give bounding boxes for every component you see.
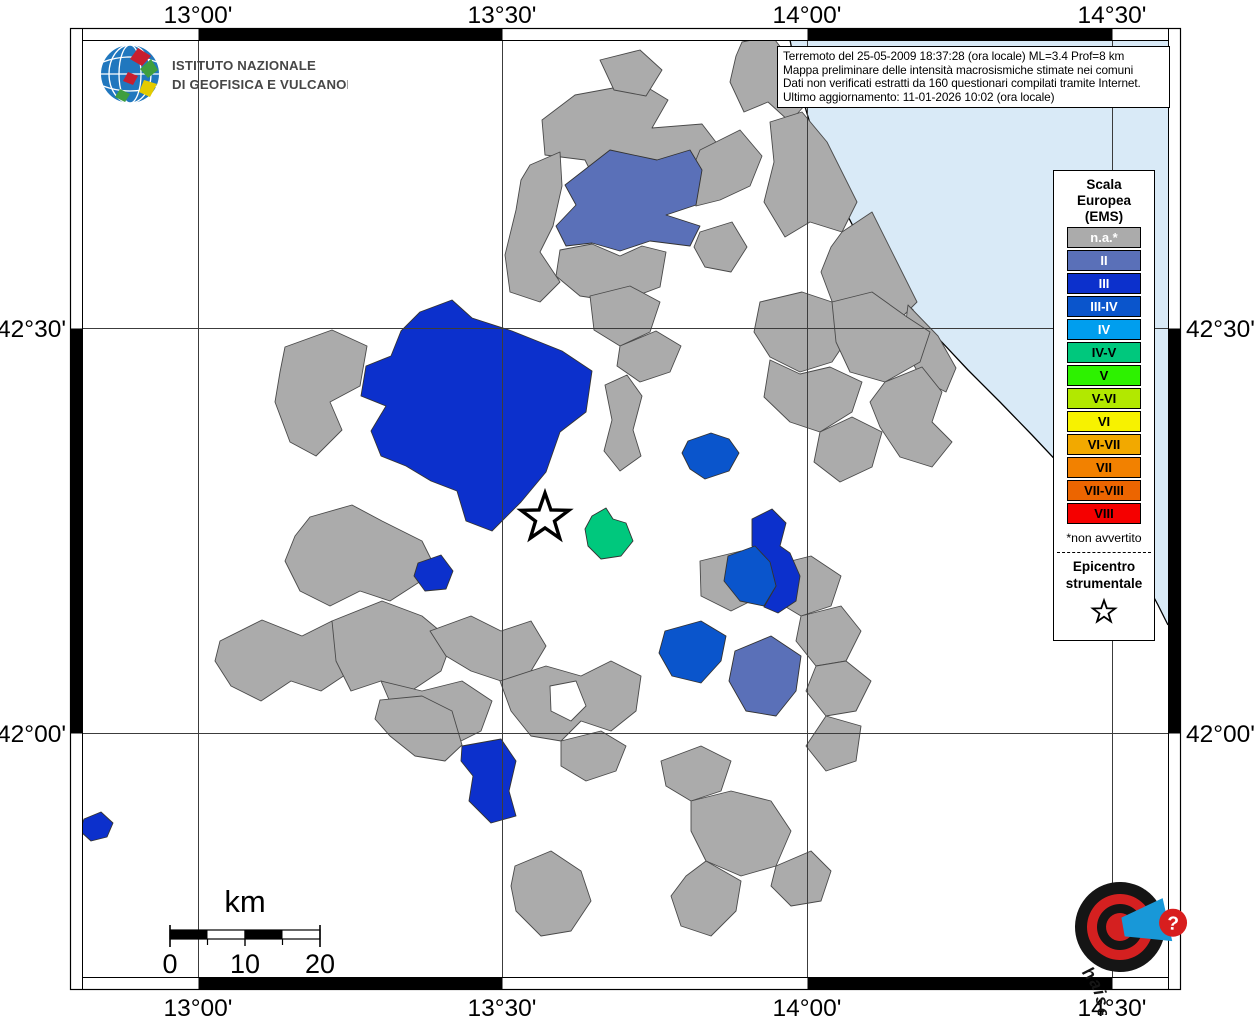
municipality-polygon bbox=[510, 850, 592, 937]
ingv-logo: ISTITUTO NAZIONALE DI GEOFISICA E VULCAN… bbox=[101, 44, 348, 104]
municipality-intensity-II bbox=[728, 635, 802, 717]
municipality-polygon bbox=[499, 660, 642, 742]
municipality-polygon bbox=[331, 600, 453, 692]
municipality-polygon bbox=[831, 291, 931, 383]
epicenter-star bbox=[516, 487, 574, 543]
municipality-polygon bbox=[805, 660, 872, 717]
municipality-intensity-III bbox=[360, 299, 593, 532]
axis-label-lon: 13°00' bbox=[164, 995, 233, 1022]
axis-label-lat: 42°30' bbox=[0, 316, 66, 343]
legend-swatch-VIII: VIII bbox=[1067, 503, 1141, 524]
municipality-intensity-III-IV bbox=[681, 432, 740, 480]
municipality-polygon bbox=[770, 850, 832, 907]
axis-label-lat: 42°00' bbox=[0, 721, 66, 748]
axis-label-lon: 13°30' bbox=[468, 995, 537, 1022]
info-line-map-type: Mappa preliminare delle intensità macros… bbox=[783, 62, 1134, 77]
legend-swatch-VI-VII: VI-VII bbox=[1067, 434, 1141, 455]
axis-label-lon: 14°30' bbox=[1078, 2, 1147, 29]
legend-swatch-IV: IV bbox=[1067, 319, 1141, 340]
legend-swatch-VI: VI bbox=[1067, 411, 1141, 432]
legend-divider bbox=[1057, 552, 1151, 553]
legend-swatch-na: n.a.* bbox=[1067, 227, 1141, 248]
municipality-polygon bbox=[813, 416, 883, 483]
municipality-polygon bbox=[214, 619, 363, 702]
municipality-polygon bbox=[555, 243, 667, 303]
scale-bar: km 0 10 20 bbox=[162, 884, 335, 979]
municipality-polygon bbox=[560, 730, 627, 782]
ingv-globe-icon bbox=[101, 44, 159, 104]
municipality-polygon bbox=[753, 291, 853, 373]
municipalities-felt bbox=[79, 149, 802, 842]
municipality-intensity-III bbox=[79, 811, 114, 842]
municipality-polygon bbox=[763, 359, 863, 433]
axis-label-lon: 14°00' bbox=[773, 2, 842, 29]
legend-star-icon bbox=[1090, 597, 1118, 624]
legend-swatch-III-IV: III-IV bbox=[1067, 296, 1141, 317]
municipality-polygon bbox=[603, 374, 643, 472]
haisentitoilterremoto-logo: ? haisentitoilterremoto.itwww. bbox=[1020, 882, 1188, 1015]
legend-swatch-VII-VIII: VII-VIII bbox=[1067, 480, 1141, 501]
axis-label-lon: 14°00' bbox=[773, 995, 842, 1022]
info-line-updated: Ultimo aggiornamento: 11-01-2026 10:02 (… bbox=[783, 89, 1055, 104]
municipality-polygon bbox=[616, 330, 682, 383]
axis-label-lat: 42°00' bbox=[1186, 721, 1255, 748]
municipality-intensity-III-IV bbox=[658, 620, 727, 684]
ingv-name-line1: ISTITUTO NAZIONALE bbox=[172, 58, 316, 73]
earthquake-info-box: Terremoto del 25-05-2009 18:37:28 (ora l… bbox=[777, 46, 1170, 109]
municipality-polygon bbox=[805, 715, 862, 772]
question-mark: ? bbox=[1166, 913, 1179, 935]
megaphone-icon bbox=[1121, 898, 1173, 942]
municipality-polygon bbox=[795, 605, 862, 667]
info-line-event: Terremoto del 25-05-2009 18:37:28 (ora l… bbox=[783, 49, 1125, 63]
scale-bar-unit: km bbox=[224, 884, 265, 919]
legend-title-line: Europea bbox=[1076, 193, 1131, 208]
legend-title-line: (EMS) bbox=[1084, 209, 1124, 224]
scale-bar-tick: 20 bbox=[305, 949, 335, 979]
municipality-polygon bbox=[589, 285, 661, 347]
municipality-intensity-III bbox=[413, 554, 454, 592]
municipality-polygon bbox=[504, 151, 563, 303]
municipality-polygon bbox=[763, 111, 858, 238]
legend-swatch-VII: VII bbox=[1067, 457, 1141, 478]
municipality-polygon bbox=[274, 329, 368, 457]
municipality-intensity-II bbox=[555, 149, 703, 252]
municipality-polygon bbox=[599, 49, 663, 97]
municipality-polygon bbox=[670, 860, 742, 937]
municipality-polygon bbox=[429, 615, 547, 682]
municipality-intensity-III bbox=[460, 738, 517, 824]
municipality-polygon bbox=[284, 504, 433, 607]
legend-epicenter-line: strumentale bbox=[1065, 576, 1143, 591]
question-badge bbox=[1159, 908, 1188, 937]
legend-swatch-V: V bbox=[1067, 365, 1141, 386]
municipality-polygon bbox=[374, 695, 463, 762]
legend-footnote: *non avvertito bbox=[1066, 531, 1142, 545]
legend-epicenter-line: Epicentro bbox=[1072, 559, 1136, 574]
scale-bar-tick: 10 bbox=[230, 949, 260, 979]
legend-swatch-III: III bbox=[1067, 273, 1141, 294]
legend-title-line: Scala bbox=[1086, 177, 1122, 192]
municipality-intensity-IV-V bbox=[584, 507, 634, 560]
map-frame bbox=[69, 27, 1182, 991]
info-line-data-source: Dati non verificati estratti da 160 ques… bbox=[783, 76, 1141, 91]
municipality-intensity-III-IV bbox=[723, 545, 777, 607]
axis-label-lon: 13°30' bbox=[468, 2, 537, 29]
ingv-name-line2: DI GEOFISICA E VULCANOLOGIA bbox=[172, 77, 348, 92]
legend-swatch-IV-V: IV-V bbox=[1067, 342, 1141, 363]
legend-swatch-II: II bbox=[1067, 250, 1141, 271]
axis-label-lon: 14°30' bbox=[1078, 995, 1147, 1022]
axis-label-lat: 42°30' bbox=[1186, 316, 1255, 343]
scale-bar-tick: 0 bbox=[162, 949, 177, 979]
axis-label-lon: 13°00' bbox=[164, 2, 233, 29]
intensity-legend: Scala Europea (EMS) n.a.* II III III-IV … bbox=[1053, 170, 1155, 641]
municipality-polygon bbox=[693, 221, 748, 273]
municipality-polygon bbox=[660, 745, 732, 802]
legend-swatch-V-VI: V-VI bbox=[1067, 388, 1141, 409]
municipality-polygon bbox=[869, 366, 953, 468]
municipalities-na bbox=[214, 35, 957, 937]
